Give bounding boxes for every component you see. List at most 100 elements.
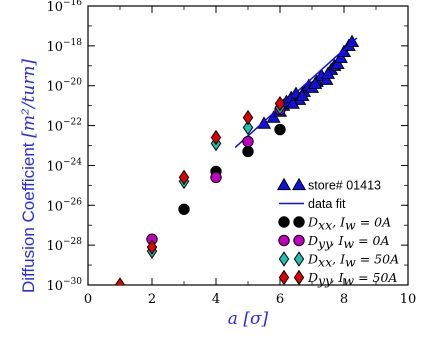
y-tick-label: 10−20	[46, 78, 82, 95]
y-tick-base: 10	[46, 239, 63, 254]
triangle-point	[308, 76, 323, 89]
legend-label-part: = 0A	[356, 215, 391, 230]
legend-label-part: = 0A	[354, 233, 389, 248]
legend-label-part: yy	[317, 273, 333, 288]
triangle-point	[285, 96, 300, 109]
circle-point	[178, 203, 190, 215]
legend-label-part: D	[307, 270, 318, 285]
y-tick-label: 10−30	[46, 277, 82, 294]
legend-label-part: ,	[332, 215, 340, 230]
diamond-point	[274, 95, 286, 112]
y-axis-label: Diffusion Coefficient [m²/turn]	[19, 59, 39, 293]
legend-swatch	[276, 177, 292, 191]
triangle-point	[256, 116, 272, 129]
y-tick-label: 10−22	[46, 118, 82, 135]
y-tick-base: 10	[46, 80, 63, 95]
legend-swatch	[291, 177, 307, 191]
triangle-point	[319, 72, 334, 85]
diamond-point	[210, 129, 222, 146]
legend-label-part: xx	[318, 218, 332, 233]
legend-label-part: I	[337, 270, 344, 285]
y-tick-exponent: −24	[63, 157, 82, 167]
legend-swatch	[293, 216, 305, 228]
legend-label-part: w	[343, 236, 354, 251]
y-tick-exponent: −30	[63, 277, 82, 287]
y-tick-exponent: −22	[63, 118, 82, 128]
triangle-point	[336, 44, 352, 57]
diamond-point	[146, 239, 158, 255]
legend-label-part: = 50A	[356, 252, 399, 267]
triangle-point	[330, 56, 345, 69]
diamond-point	[114, 277, 126, 285]
x-tick-label: 6	[276, 292, 284, 307]
legend-label-part: D	[307, 233, 318, 248]
x-axis-label: a [σ]	[228, 309, 269, 329]
legend-swatch	[293, 234, 305, 247]
triangle-point	[344, 34, 360, 48]
legend-swatch	[293, 251, 305, 267]
legend-label-part: xx	[318, 255, 332, 270]
fit-line	[234, 37, 358, 149]
series-data-fit	[234, 37, 358, 149]
x-tick-label: 10	[400, 292, 417, 307]
y-axis-label-text: Diffusion Coefficient	[19, 138, 38, 293]
circle-point	[274, 123, 286, 136]
y-tick-base: 10	[46, 199, 63, 214]
circle-point	[242, 135, 254, 148]
series-d-yy-i-w-50a	[114, 95, 286, 285]
legend-label-part: I	[337, 233, 344, 248]
legend-entry-dyy50: Dyy, Iw = 50A	[278, 269, 397, 288]
x-tick-label: 4	[212, 292, 220, 307]
legend-entry-dxx0: Dxx, Iw = 0A	[278, 215, 391, 233]
legend-entry-store: store# 01413	[276, 177, 381, 193]
y-tick-label: 10−24	[46, 157, 82, 174]
x-tick-label: 2	[148, 292, 156, 307]
legend-swatch	[278, 269, 290, 286]
legend-label-part: = 50A	[354, 270, 397, 285]
circle-point	[210, 171, 222, 184]
legend-label-part: w	[343, 273, 354, 288]
legend-entry-dyy0: Dyy, Iw = 0A	[278, 233, 390, 251]
legend-swatch	[278, 251, 290, 267]
y-tick-label: 10−18	[46, 38, 82, 55]
diamond-point	[242, 109, 254, 126]
legend-swatch	[278, 216, 290, 228]
diamond-point	[242, 119, 254, 136]
legend-label: Dxx, Iw = 0A	[307, 215, 391, 233]
y-tick-exponent: −28	[63, 237, 82, 247]
legend-label-part: I	[339, 215, 346, 230]
diamond-point	[178, 169, 190, 186]
y-tick-base: 10	[46, 40, 63, 55]
y-tick-label: 10−16	[46, 0, 82, 15]
triangle-point	[266, 110, 281, 123]
triangle-point	[320, 66, 336, 79]
y-axis-label-unit: [m²/turn]	[19, 59, 39, 138]
y-tick-base: 10	[46, 120, 63, 135]
y-tick-exponent: −16	[63, 0, 82, 8]
y-tick-base: 10	[46, 279, 63, 294]
y-tick-exponent: −20	[63, 78, 82, 88]
triangle-point	[295, 88, 310, 101]
series-d-xx-i-w-0a	[178, 123, 286, 215]
legend-entry-fit: data fit	[279, 197, 346, 211]
legend-label: Dyy, Iw = 0A	[307, 233, 390, 251]
legend-label: Dyy, Iw = 50A	[307, 270, 397, 288]
legend-label-part: ,	[332, 252, 340, 267]
legend-label-part: yy	[317, 236, 333, 251]
legend-entry-dxx50: Dxx, Iw = 50A	[278, 251, 399, 270]
legend-label-part: ,	[331, 270, 339, 285]
y-tick-label: 10−26	[46, 197, 82, 214]
legend-label: Dxx, Iw = 50A	[307, 252, 399, 270]
legend-swatch	[293, 269, 305, 286]
data-marks	[114, 34, 360, 285]
triangle-point	[333, 50, 348, 63]
legend-swatch	[278, 234, 290, 247]
legend-label-part: I	[339, 252, 346, 267]
legend-label: store# 01413	[308, 179, 381, 193]
y-tick-exponent: −26	[63, 197, 82, 207]
y-tick-label: 10−28	[46, 237, 82, 254]
circle-point	[242, 145, 254, 158]
legend-label-part: D	[307, 252, 318, 267]
